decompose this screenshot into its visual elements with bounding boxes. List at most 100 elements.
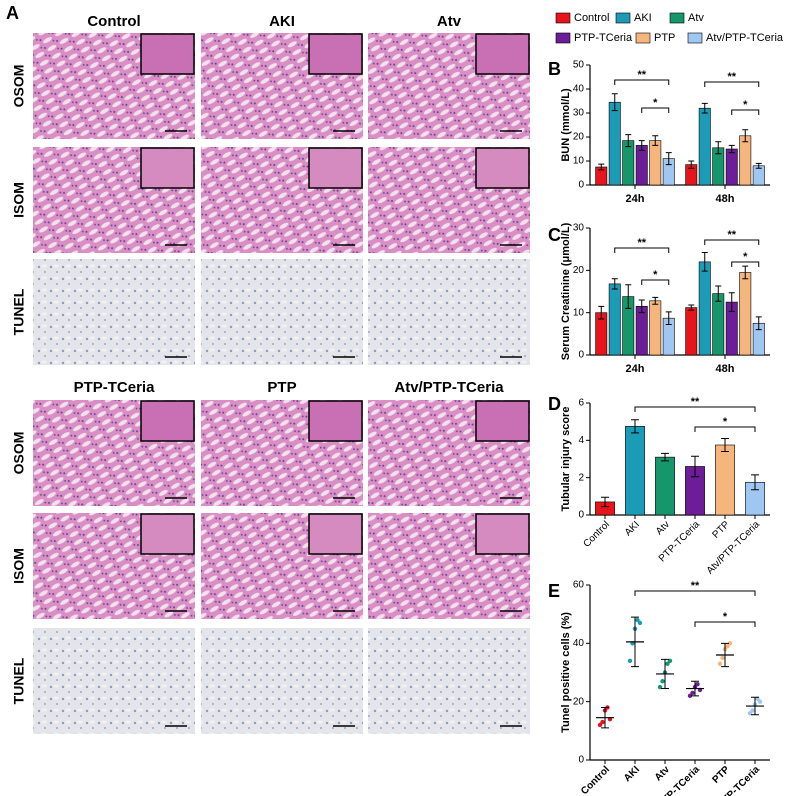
error-bar [631, 616, 639, 668]
significance-label: * [653, 97, 658, 109]
error-bar [638, 140, 645, 151]
error-bar [665, 152, 672, 166]
significance-label: ** [691, 580, 700, 592]
group-title: Control [87, 13, 140, 30]
data-point [660, 679, 665, 684]
significance-bracket [704, 239, 760, 245]
row-label: OSOM [11, 65, 27, 108]
data-point [597, 722, 603, 728]
y-axis-label: Serum Creatinine (μmol/L) [560, 222, 572, 360]
y-tick-label: 60 [573, 580, 585, 591]
data-point [600, 719, 605, 725]
significance-label: * [743, 99, 748, 111]
error-bar [701, 102, 708, 114]
group-title: Atv [437, 13, 462, 30]
significance-label: * [723, 416, 728, 428]
error-bar [721, 642, 729, 668]
error-bar [661, 658, 669, 690]
y-tick-label: 20 [573, 132, 585, 143]
bar [608, 101, 621, 186]
significance-bracket [634, 406, 756, 412]
y-tick-label: 40 [573, 84, 585, 95]
data-point [635, 617, 640, 623]
data-point [687, 693, 693, 699]
y-tick-label: 0 [578, 350, 584, 361]
x-tick-label: Control [579, 764, 612, 796]
error-bar [728, 144, 735, 154]
panel-label: A [6, 3, 19, 23]
legend-swatch [669, 12, 685, 24]
inset [140, 513, 195, 555]
y-tick-label: 30 [573, 223, 585, 234]
inset [308, 400, 363, 442]
micrograph [33, 628, 195, 734]
error-bar [665, 311, 672, 326]
bar [715, 444, 735, 516]
significance-bracket [634, 590, 756, 596]
group-title: PTP [267, 379, 296, 396]
bar [655, 456, 675, 516]
data-point [757, 699, 763, 704]
error-bar [715, 285, 722, 302]
legend-label: Atv/PTP-TCeria [706, 32, 784, 44]
significance-bracket [614, 79, 670, 85]
significance-label: ** [691, 396, 700, 408]
legend-label: Control [574, 12, 609, 24]
bar [635, 145, 648, 186]
data-point [695, 681, 700, 687]
bar [725, 148, 738, 186]
error-bar [742, 129, 749, 143]
legend-swatch [555, 32, 571, 44]
bar [712, 293, 725, 356]
x-tick-label: Atv [654, 519, 672, 537]
inset [140, 147, 195, 189]
data-point [725, 644, 730, 649]
y-tick-label: 4 [578, 435, 584, 446]
x-tick-label: AKI [623, 519, 642, 538]
data-point [720, 655, 725, 661]
x-tick-label: 48h [716, 193, 735, 205]
y-tick-label: 20 [573, 696, 585, 707]
error-bar [742, 265, 749, 280]
significance-bracket [614, 247, 670, 253]
error-bar [652, 296, 659, 305]
panel-label: D [548, 394, 561, 414]
error-bar [601, 496, 609, 508]
error-bar [755, 162, 762, 169]
significance-label: * [743, 251, 748, 263]
data-point [665, 661, 670, 666]
data-point [637, 620, 643, 626]
x-tick-label: Control [581, 519, 612, 550]
x-tick-label: AKI [622, 764, 642, 784]
data-point [717, 661, 723, 666]
error-bar [691, 680, 699, 697]
row-label: TUNEL [11, 288, 27, 335]
error-bar [728, 292, 735, 312]
y-tick-label: 0 [578, 180, 584, 191]
significance-label: ** [637, 69, 646, 81]
significance-bracket [704, 81, 760, 87]
group-title: AKI [269, 13, 295, 30]
significance-label: * [653, 269, 658, 281]
inset [140, 33, 195, 75]
panel-label: C [548, 225, 561, 245]
x-tick-label: PTP [710, 519, 732, 541]
data-point [690, 690, 695, 696]
inset [308, 33, 363, 75]
x-tick-label: Atv [653, 764, 672, 783]
inset [475, 147, 530, 189]
bar [625, 426, 645, 516]
inset [140, 400, 195, 442]
significance-label: * [723, 611, 728, 623]
micrograph [33, 259, 195, 365]
error-bar [691, 455, 699, 478]
panel-label: E [548, 581, 560, 601]
x-tick-label: 24h [626, 363, 645, 375]
significance-bracket [731, 261, 760, 267]
error-bar [631, 419, 639, 434]
error-bar [721, 437, 729, 453]
inset [475, 513, 530, 555]
micrograph [368, 259, 530, 365]
error-bar [688, 160, 695, 169]
error-bar [625, 284, 632, 309]
